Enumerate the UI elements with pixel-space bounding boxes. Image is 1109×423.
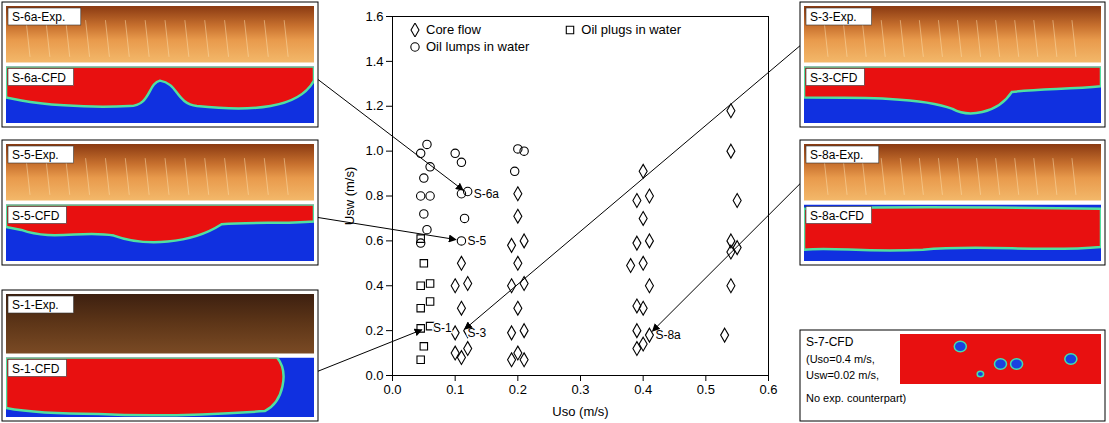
svg-text:0.0: 0.0 [383,382,401,397]
html-text:Oil lumps in water: Oil lumps in water [426,39,530,54]
svg-text:No exp. counterpart): No exp. counterpart) [806,392,906,404]
svg-text:S-3-CFD: S-3-CFD [810,71,858,85]
svg-text:S-5: S-5 [467,234,486,248]
svg-text:1.2: 1.2 [365,98,383,113]
svg-text:S-8a-Exp.: S-8a-Exp. [810,148,863,162]
svg-text:0.6: 0.6 [365,233,383,248]
svg-text:1.0: 1.0 [365,143,383,158]
svg-text:S-3-Exp.: S-3-Exp. [810,10,857,24]
svg-text:0.4: 0.4 [365,278,383,293]
svg-text:S-1-CFD: S-1-CFD [12,362,60,376]
svg-text:1.4: 1.4 [365,54,383,69]
svg-text:0.5: 0.5 [697,382,715,397]
svg-text:Usw (m/s): Usw (m/s) [342,167,357,226]
svg-text:0.2: 0.2 [365,323,383,338]
svg-text:S-1: S-1 [433,321,452,335]
svg-text:S-6a-Exp.: S-6a-Exp. [12,10,65,24]
svg-text:S-5-CFD: S-5-CFD [12,209,60,223]
svg-text:(Uso=0.4 m/s,: (Uso=0.4 m/s, [806,353,875,365]
svg-text:S-8a: S-8a [655,328,681,342]
svg-text:Usw=0.02 m/s,: Usw=0.02 m/s, [806,369,879,381]
svg-text:0.1: 0.1 [446,382,464,397]
svg-text:1.6: 1.6 [365,9,383,24]
svg-text:S-7-CFD: S-7-CFD [806,335,854,349]
svg-text:S-1-Exp.: S-1-Exp. [12,298,59,312]
svg-text:Uso (m/s): Uso (m/s) [552,404,608,419]
svg-text:0.2: 0.2 [509,382,527,397]
svg-text:S-6a: S-6a [474,187,500,201]
svg-text:0.0: 0.0 [365,368,383,383]
html-text:Core flow: Core flow [426,22,481,37]
svg-text:0.4: 0.4 [634,382,652,397]
svg-text:S-8a-CFD: S-8a-CFD [810,209,864,223]
svg-text:S-5-Exp.: S-5-Exp. [12,148,59,162]
svg-text:S-3: S-3 [467,326,486,340]
svg-text:0.3: 0.3 [571,382,589,397]
svg-text:0.6: 0.6 [759,382,777,397]
html-text:Oil plugs in water: Oil plugs in water [581,22,681,37]
svg-text:0.8: 0.8 [365,188,383,203]
svg-text:S-6a-CFD: S-6a-CFD [12,71,66,85]
